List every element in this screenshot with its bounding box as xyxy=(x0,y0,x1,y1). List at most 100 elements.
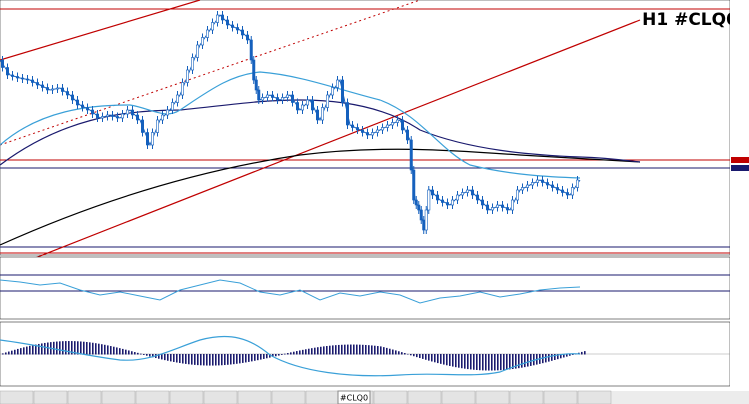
histogram-bar xyxy=(353,344,355,355)
histogram-bar xyxy=(17,348,19,355)
candle-body xyxy=(156,119,160,133)
histogram-bar xyxy=(254,354,256,361)
histogram-bar xyxy=(320,346,322,355)
histogram-bar xyxy=(344,344,346,355)
tab-label[interactable]: #CLQ0 xyxy=(340,394,368,403)
candle-body xyxy=(166,109,170,116)
candle-body xyxy=(226,19,230,26)
histogram-bar xyxy=(65,341,67,355)
tab xyxy=(237,390,272,404)
candle-body xyxy=(530,182,534,186)
histogram-bar xyxy=(248,354,250,362)
candle-body xyxy=(231,24,235,28)
candle-body xyxy=(0,59,5,68)
candle-body xyxy=(409,139,413,171)
candle-body xyxy=(249,39,253,61)
candle-body xyxy=(161,114,165,121)
histogram-bar xyxy=(476,354,478,371)
histogram-bar xyxy=(191,354,193,365)
price-panel: H1 #CLQ0 xyxy=(0,0,738,259)
histogram-bar xyxy=(80,341,82,355)
histogram-bar xyxy=(203,354,205,366)
histogram-bar xyxy=(314,347,316,355)
candle-body xyxy=(55,87,59,90)
candle-body xyxy=(490,207,494,211)
histogram-bar xyxy=(206,354,208,366)
histogram-bar xyxy=(194,354,196,365)
histogram-bar xyxy=(488,354,490,371)
histogram-bar xyxy=(98,343,100,355)
histogram-bar xyxy=(152,354,154,358)
histogram-bar xyxy=(392,349,394,355)
histogram-bar xyxy=(440,354,442,364)
histogram-bar xyxy=(215,354,217,366)
histogram-bar xyxy=(8,351,10,355)
histogram-bar xyxy=(227,354,229,365)
histogram-bar xyxy=(260,354,262,360)
histogram-bar xyxy=(509,354,511,370)
candle-body xyxy=(460,192,464,196)
histogram-bar xyxy=(197,354,199,366)
histogram-bar xyxy=(338,344,340,355)
candle-body xyxy=(500,204,504,208)
candle-body xyxy=(66,91,70,96)
candle-body xyxy=(540,179,544,183)
candle-body xyxy=(201,37,205,46)
histogram-bar xyxy=(521,354,523,368)
histogram-bar xyxy=(5,352,7,355)
histogram-bar xyxy=(458,354,460,368)
histogram-bar xyxy=(530,354,532,366)
histogram-bar xyxy=(11,350,13,355)
tab xyxy=(203,390,238,404)
histogram-bar xyxy=(281,354,283,355)
candle-body xyxy=(350,124,354,128)
histogram-bar xyxy=(473,354,475,370)
candle-body xyxy=(30,79,34,83)
candle-body xyxy=(400,119,404,131)
histogram-bar xyxy=(425,354,427,360)
histogram-bar xyxy=(287,353,289,355)
tab-active[interactable] xyxy=(337,390,371,404)
candle-body xyxy=(191,57,195,71)
tab xyxy=(67,390,102,404)
price-marker xyxy=(731,165,749,171)
histogram-bar xyxy=(566,354,568,357)
histogram-bar xyxy=(74,341,76,355)
histogram-bar xyxy=(551,354,553,361)
price-axis xyxy=(730,0,749,390)
histogram-bar xyxy=(524,354,526,368)
candle-body xyxy=(121,113,125,119)
candle-body xyxy=(275,97,279,101)
histogram-bar xyxy=(317,347,319,355)
candle-body xyxy=(20,77,24,80)
candle-body xyxy=(495,204,499,208)
candle-body xyxy=(252,59,256,81)
histogram-bar xyxy=(416,354,418,358)
trend-line xyxy=(34,19,641,259)
channel-line xyxy=(0,0,421,146)
histogram-bar xyxy=(371,345,373,355)
tab xyxy=(475,390,510,404)
candle-body xyxy=(424,209,428,231)
candle-body xyxy=(520,187,524,191)
candle-body xyxy=(535,179,539,183)
histogram-bar xyxy=(305,349,307,355)
histogram-bar xyxy=(374,345,376,355)
histogram-bar xyxy=(302,349,304,355)
histogram-bar xyxy=(386,347,388,355)
candle-body xyxy=(270,94,274,98)
histogram-bar xyxy=(86,342,88,355)
histogram-bar xyxy=(515,354,517,369)
candle-body xyxy=(375,129,379,133)
candle-body xyxy=(260,97,264,101)
histogram-bar xyxy=(200,354,202,366)
histogram-bar xyxy=(518,354,520,369)
histogram-bar xyxy=(308,348,310,355)
channel-line xyxy=(0,0,201,61)
histogram-bar xyxy=(26,346,28,355)
candle-body xyxy=(390,122,394,126)
candle-body xyxy=(6,67,10,76)
histogram-bar xyxy=(53,341,55,355)
histogram-bar xyxy=(44,342,46,355)
candle-body xyxy=(60,87,64,92)
